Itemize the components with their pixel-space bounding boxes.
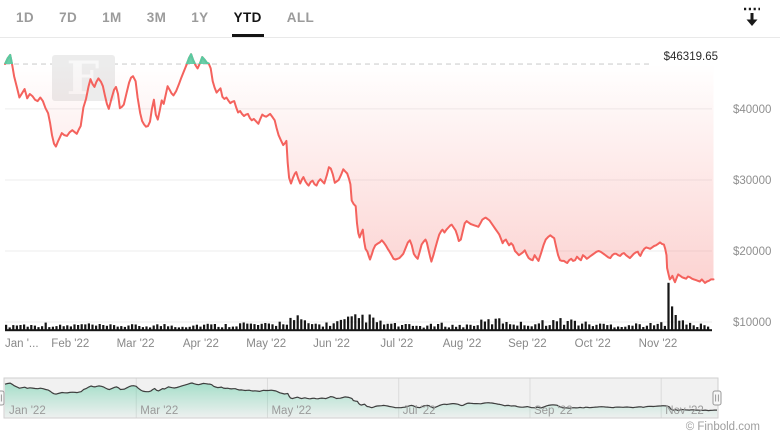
range-tab-1m[interactable]: 1M (102, 9, 122, 25)
price-line (4, 53, 715, 284)
svg-text:May '22: May '22 (271, 405, 311, 417)
navigator-right-handle[interactable] (712, 390, 722, 406)
navigator-left-handle[interactable] (0, 390, 5, 406)
svg-text:Apr '22: Apr '22 (183, 338, 219, 350)
svg-text:Oct '22: Oct '22 (575, 338, 611, 350)
download-button[interactable] (740, 5, 764, 31)
svg-text:Jan '22: Jan '22 (9, 405, 46, 417)
svg-text:Jan '...: Jan '... (5, 338, 39, 350)
svg-text:Mar '22: Mar '22 (140, 405, 178, 417)
svg-text:$40000: $40000 (733, 104, 771, 116)
svg-text:$10000: $10000 (733, 317, 771, 329)
range-selector: 1D 7D 1M 3M 1Y YTD ALL (0, 0, 780, 38)
svg-text:Jul '22: Jul '22 (403, 405, 436, 417)
svg-text:May '22: May '22 (246, 338, 286, 350)
price-area-below (12, 64, 714, 283)
range-tab-3m[interactable]: 3M (146, 9, 167, 25)
credit-text: © Finbold.com (686, 421, 760, 433)
svg-text:Nov '22: Nov '22 (665, 405, 704, 417)
svg-text:Aug '22: Aug '22 (443, 338, 482, 350)
range-tab-all[interactable]: ALL (286, 9, 315, 25)
svg-text:Sep '22: Sep '22 (508, 338, 547, 350)
navigator: Jan '22 Mar '22 May '22 Jul '22 Sep '22 Nov '… (0, 377, 722, 419)
svg-text:Nov '22: Nov '22 (639, 338, 678, 350)
navigator-line (4, 382, 717, 412)
svg-text:Mar '22: Mar '22 (117, 338, 155, 350)
svg-text:$30000: $30000 (733, 175, 771, 187)
y-axis-labels: $10000 $20000 $30000 $40000 (733, 104, 771, 329)
range-tab-1y[interactable]: 1Y (191, 9, 209, 25)
svg-text:Sep '22: Sep '22 (534, 405, 573, 417)
navigator-area (5, 383, 717, 417)
x-axis-labels: Jan '... Feb '22 Mar '22 Apr '22 May '22 Jun … (5, 338, 677, 350)
range-tab-1d[interactable]: 1D (16, 9, 35, 25)
svg-text:Jul '22: Jul '22 (380, 338, 413, 350)
svg-text:Feb '22: Feb '22 (51, 338, 89, 350)
navigator-labels: Jan '22 Mar '22 May '22 Jul '22 Sep '22 Nov '… (9, 405, 704, 417)
download-icon (744, 7, 760, 26)
svg-text:$20000: $20000 (733, 246, 771, 258)
range-tab-7d[interactable]: 7D (59, 9, 78, 25)
volume-bars (5, 282, 712, 332)
range-tab-ytd[interactable]: YTD (231, 0, 264, 37)
threshold-label: $46319.65 (664, 51, 718, 63)
svg-text:Jun '22: Jun '22 (313, 338, 350, 350)
